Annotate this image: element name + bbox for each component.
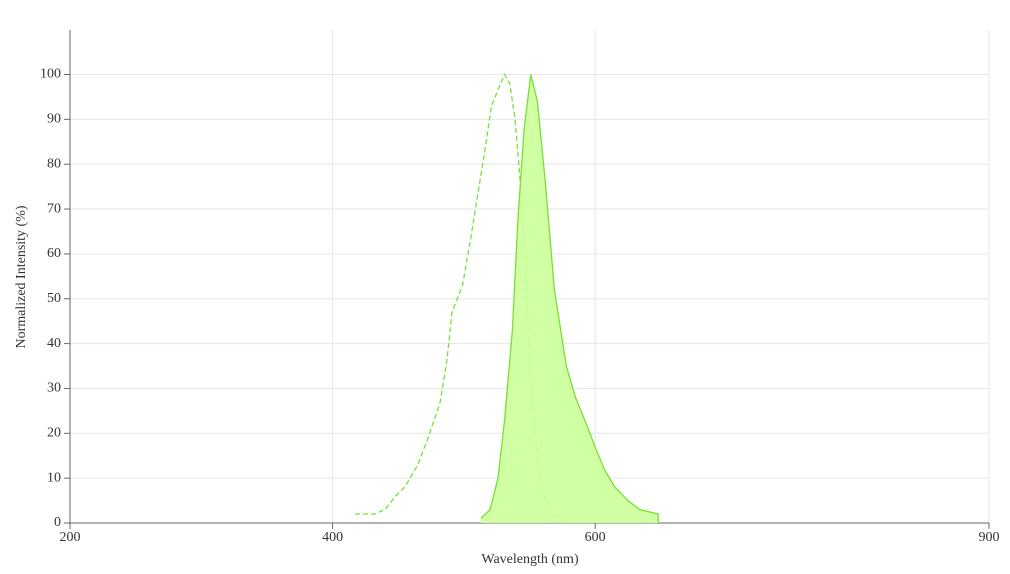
y-tick-label: 90 [47,112,61,127]
y-tick-label: 100 [40,67,61,82]
area [480,74,659,523]
x-tick-label: 600 [585,530,606,545]
y-tick-label: 30 [47,381,61,396]
x-tick-label: 400 [322,530,343,545]
y-tick-label: 10 [47,470,61,485]
spectrum-line [480,74,659,523]
y-tick-label: 50 [47,291,61,306]
y-tick-label: 70 [47,201,61,216]
y-tick-label: 20 [47,426,61,441]
y-tick-label: 0 [54,515,61,530]
x-axis-label: Wavelength (nm) [481,552,579,567]
y-tick-label: 40 [47,336,61,351]
x-tick-label: 200 [60,530,81,545]
y-axis-label: Normalized Intensity (%) [14,205,29,348]
y-tick-label: 60 [47,246,61,261]
x-tick-label: 900 [979,530,1000,545]
y-tick-label: 80 [47,156,61,171]
